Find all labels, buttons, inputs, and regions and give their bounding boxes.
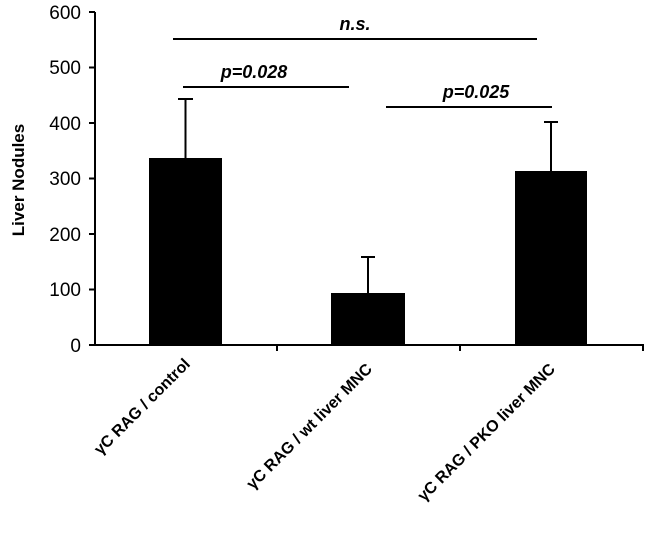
sig-p-0025: p=0.025 [442, 82, 511, 102]
sig-p-0028: p=0.028 [220, 62, 288, 82]
y-tick-300: 300 [49, 169, 81, 190]
x-axis [94, 344, 644, 351]
bar-wt-liver-mnc [331, 293, 405, 345]
y-tick-0: 0 [70, 336, 81, 357]
bars [149, 158, 587, 345]
category-label-pko-liver-mnc: γC RAG / PKO liver MNC [415, 360, 559, 504]
y-axis-title: Liver Nodules [9, 124, 28, 236]
y-tick-100: 100 [49, 280, 81, 301]
y-tick-400: 400 [49, 114, 81, 135]
category-label-wt-liver-mnc: γC RAG / wt liver MNC [244, 360, 376, 492]
x-category-labels: γC RAG / control γC RAG / wt liver MNC γ… [91, 356, 559, 505]
sig-ns: n.s. [339, 14, 370, 34]
bar-control [149, 158, 222, 345]
y-axis: 0 100 200 300 400 500 600 [49, 3, 96, 357]
category-label-control: γC RAG / control [91, 356, 194, 459]
bar-pko-liver-mnc [515, 171, 587, 345]
y-tick-600: 600 [49, 3, 81, 24]
y-tick-500: 500 [49, 58, 81, 79]
error-bars [178, 98, 558, 293]
y-tick-200: 200 [49, 225, 81, 246]
significance-annotations: n.s. p=0.028 p=0.025 [173, 14, 552, 108]
